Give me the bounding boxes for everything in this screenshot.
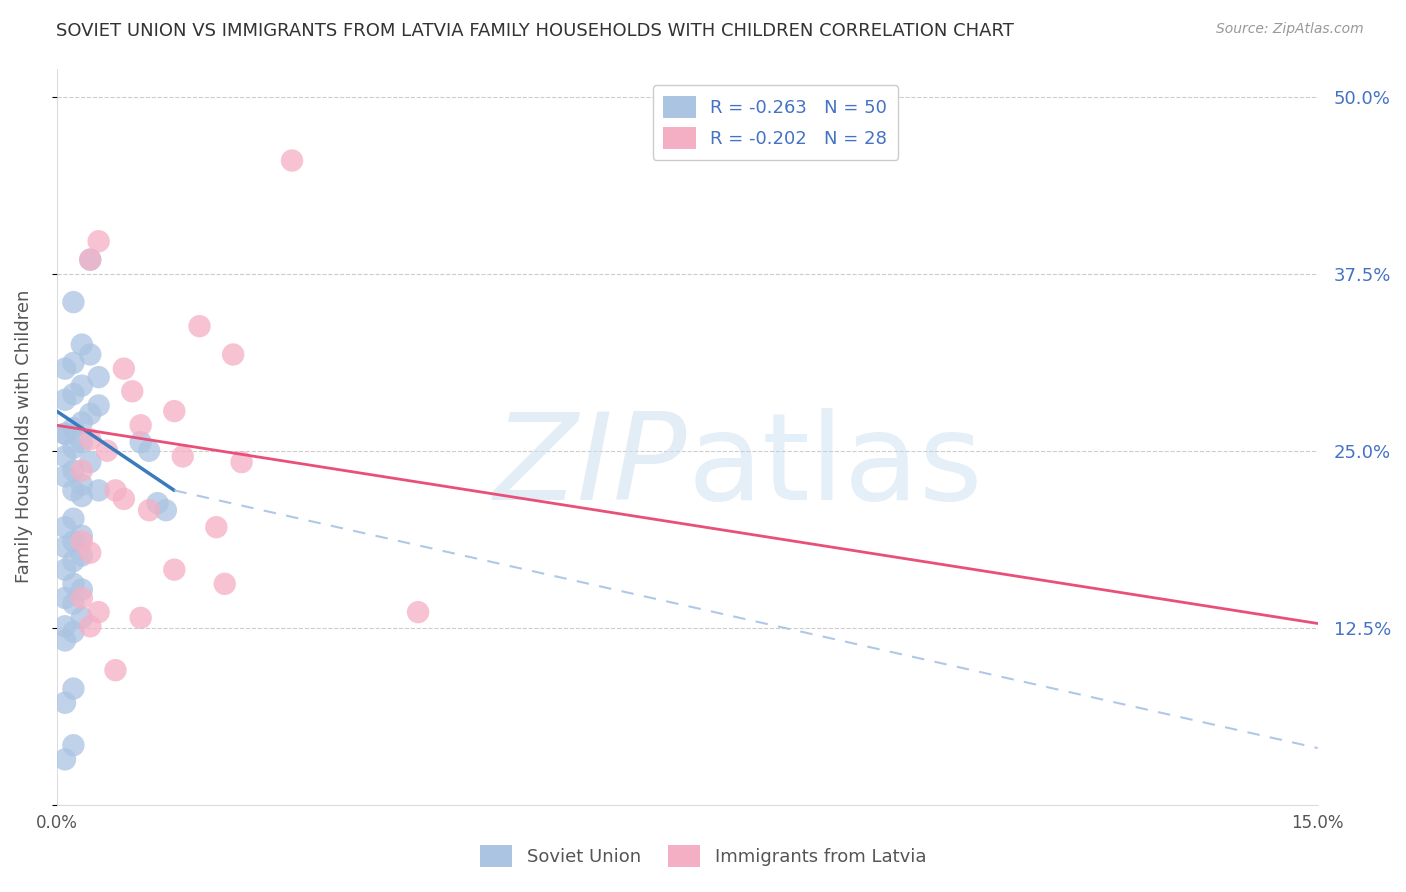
Point xyxy=(62,577,84,591)
Point xyxy=(79,619,101,633)
Point xyxy=(104,483,127,498)
Point xyxy=(129,611,152,625)
Point xyxy=(70,378,93,392)
Point xyxy=(79,455,101,469)
Point xyxy=(222,347,245,361)
Legend: Soviet Union, Immigrants from Latvia: Soviet Union, Immigrants from Latvia xyxy=(472,838,934,874)
Point xyxy=(70,477,93,491)
Point xyxy=(70,534,93,549)
Point xyxy=(62,624,84,639)
Point xyxy=(79,546,101,560)
Point xyxy=(112,361,135,376)
Point xyxy=(53,392,76,407)
Point xyxy=(112,491,135,506)
Point xyxy=(70,582,93,597)
Point xyxy=(62,421,84,435)
Point xyxy=(53,619,76,633)
Point xyxy=(62,387,84,401)
Point xyxy=(281,153,304,168)
Point xyxy=(70,549,93,563)
Point xyxy=(87,483,110,498)
Text: ZIP: ZIP xyxy=(494,408,688,524)
Point xyxy=(70,591,93,605)
Point xyxy=(62,441,84,455)
Point xyxy=(406,605,429,619)
Point xyxy=(53,450,76,464)
Point xyxy=(53,469,76,483)
Point xyxy=(146,496,169,510)
Point xyxy=(53,752,76,766)
Point xyxy=(62,295,84,310)
Point xyxy=(53,633,76,648)
Text: Source: ZipAtlas.com: Source: ZipAtlas.com xyxy=(1216,22,1364,37)
Point xyxy=(62,681,84,696)
Point xyxy=(62,738,84,752)
Point xyxy=(70,337,93,351)
Point xyxy=(121,384,143,399)
Point xyxy=(70,435,93,450)
Point xyxy=(70,416,93,430)
Point xyxy=(53,591,76,605)
Point xyxy=(70,489,93,503)
Point xyxy=(79,347,101,361)
Point xyxy=(129,435,152,450)
Point xyxy=(53,426,76,441)
Point xyxy=(62,597,84,611)
Point xyxy=(53,361,76,376)
Point xyxy=(62,512,84,526)
Legend: R = -0.263   N = 50, R = -0.202   N = 28: R = -0.263 N = 50, R = -0.202 N = 28 xyxy=(652,85,898,160)
Point xyxy=(188,319,211,334)
Point xyxy=(129,418,152,433)
Point xyxy=(70,529,93,543)
Point xyxy=(70,464,93,478)
Point xyxy=(138,443,160,458)
Point xyxy=(231,455,253,469)
Point xyxy=(87,370,110,384)
Point xyxy=(79,407,101,421)
Point xyxy=(79,433,101,447)
Point xyxy=(62,554,84,568)
Point xyxy=(62,356,84,370)
Point xyxy=(96,443,118,458)
Point xyxy=(70,611,93,625)
Point xyxy=(79,252,101,267)
Point xyxy=(53,563,76,577)
Point xyxy=(87,234,110,248)
Point xyxy=(214,577,236,591)
Point xyxy=(163,563,186,577)
Text: atlas: atlas xyxy=(688,408,983,524)
Point xyxy=(138,503,160,517)
Text: SOVIET UNION VS IMMIGRANTS FROM LATVIA FAMILY HOUSEHOLDS WITH CHILDREN CORRELATI: SOVIET UNION VS IMMIGRANTS FROM LATVIA F… xyxy=(56,22,1014,40)
Point xyxy=(205,520,228,534)
Point xyxy=(53,426,76,441)
Point xyxy=(155,503,177,517)
Point xyxy=(62,534,84,549)
Point xyxy=(79,252,101,267)
Point xyxy=(104,663,127,677)
Point xyxy=(87,399,110,413)
Point xyxy=(62,483,84,498)
Y-axis label: Family Households with Children: Family Households with Children xyxy=(15,290,32,583)
Point xyxy=(163,404,186,418)
Point xyxy=(87,605,110,619)
Point xyxy=(53,696,76,710)
Point xyxy=(53,540,76,554)
Point xyxy=(53,520,76,534)
Point xyxy=(172,450,194,464)
Point xyxy=(62,464,84,478)
